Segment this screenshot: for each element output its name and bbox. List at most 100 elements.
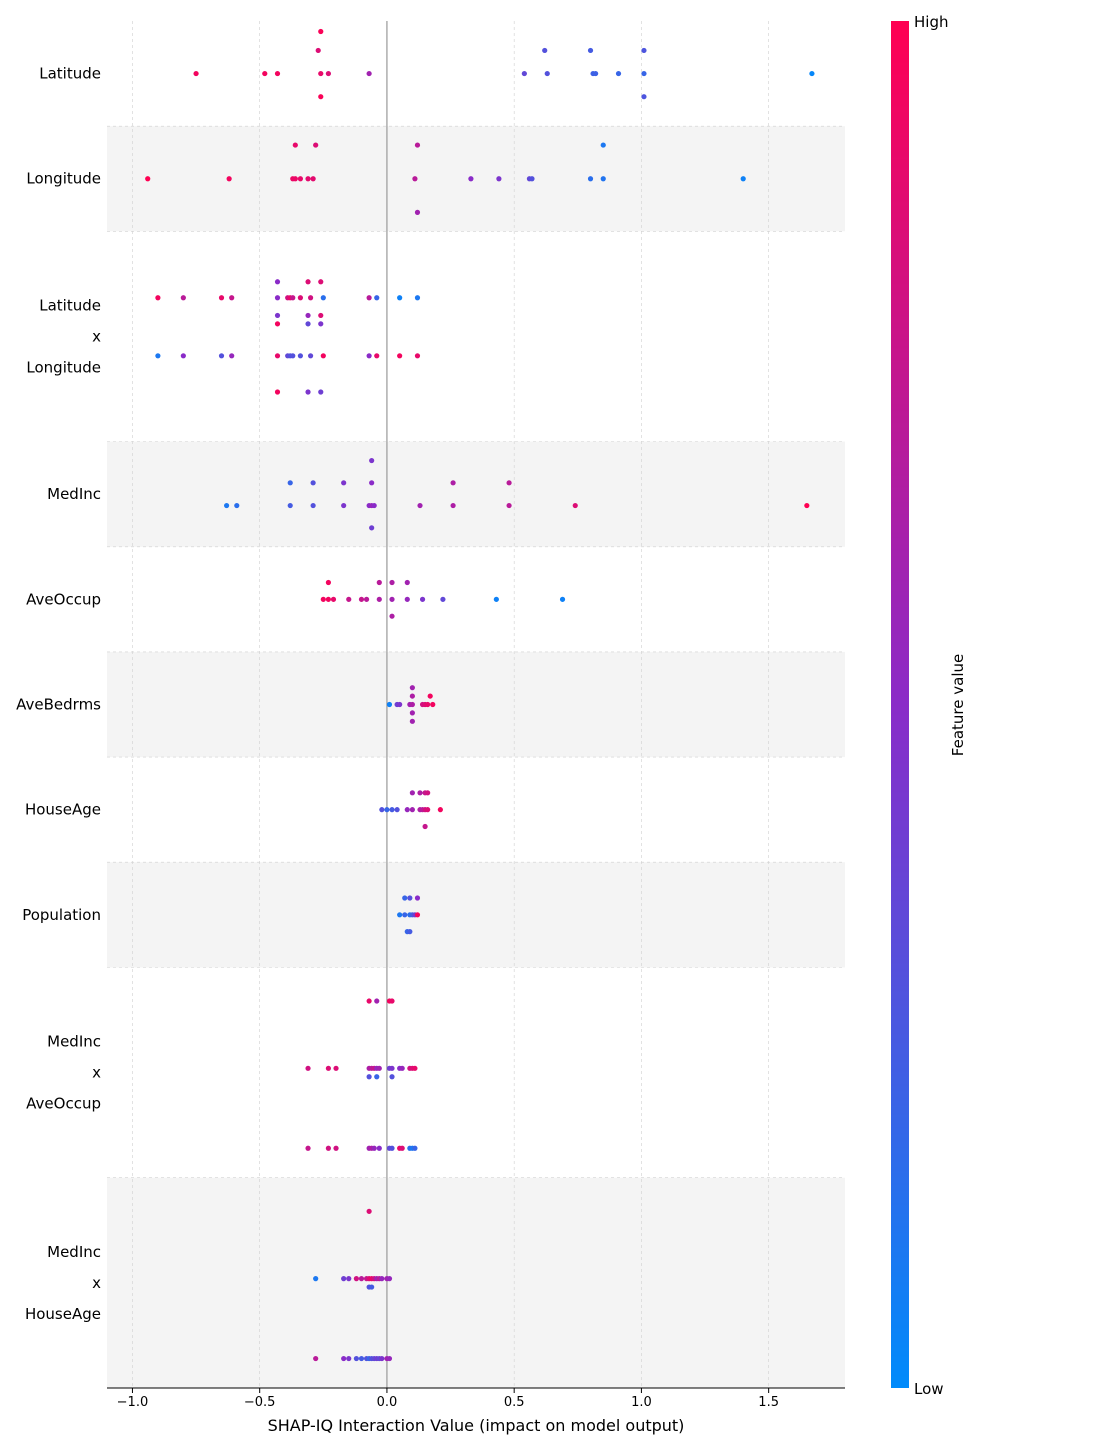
data-point bbox=[325, 1145, 331, 1151]
data-point bbox=[559, 596, 566, 602]
row-label: MedInc bbox=[47, 1033, 101, 1051]
row-label: x bbox=[92, 1274, 101, 1292]
data-point bbox=[409, 790, 415, 796]
data-point bbox=[325, 596, 331, 602]
data-point bbox=[521, 70, 527, 77]
data-point bbox=[287, 502, 293, 509]
data-point bbox=[809, 70, 815, 77]
data-point bbox=[193, 70, 199, 77]
data-point bbox=[333, 1065, 339, 1071]
data-point bbox=[404, 807, 410, 813]
data-point bbox=[320, 596, 326, 602]
row-label: Latitude bbox=[39, 296, 101, 314]
data-point bbox=[394, 807, 400, 813]
row-label: HouseAge bbox=[25, 801, 101, 819]
data-point bbox=[572, 502, 578, 509]
data-point bbox=[414, 295, 421, 301]
data-point bbox=[320, 353, 326, 359]
data-point bbox=[374, 295, 380, 301]
data-point bbox=[407, 895, 413, 901]
data-point bbox=[593, 70, 599, 77]
data-point bbox=[425, 701, 431, 708]
data-point bbox=[389, 613, 395, 619]
data-point bbox=[353, 1276, 359, 1282]
data-point bbox=[353, 1355, 359, 1362]
data-point bbox=[402, 895, 408, 901]
data-point bbox=[358, 1355, 365, 1362]
data-point bbox=[325, 70, 331, 77]
row-label: Latitude bbox=[39, 65, 101, 83]
data-point bbox=[274, 321, 281, 327]
data-point bbox=[155, 295, 161, 301]
data-point bbox=[376, 1145, 382, 1151]
data-point bbox=[389, 807, 395, 813]
data-point bbox=[292, 176, 298, 182]
data-point bbox=[379, 807, 385, 813]
data-point bbox=[145, 176, 151, 182]
data-point bbox=[412, 1065, 418, 1071]
row-band bbox=[107, 1177, 845, 1388]
row-label: AveBedrms bbox=[16, 696, 101, 714]
row-label: AveOccup bbox=[26, 1095, 101, 1113]
data-point bbox=[330, 596, 337, 602]
data-point bbox=[397, 701, 403, 708]
row-label: MedInc bbox=[47, 1243, 101, 1261]
data-point bbox=[366, 70, 372, 77]
data-point bbox=[369, 1284, 375, 1290]
data-point bbox=[274, 353, 281, 359]
x-tick-label: 1.5 bbox=[758, 1395, 779, 1410]
data-point bbox=[641, 94, 647, 100]
data-point bbox=[414, 895, 421, 901]
data-point bbox=[305, 1145, 311, 1151]
data-point bbox=[318, 279, 324, 285]
data-point bbox=[346, 596, 352, 602]
data-point bbox=[641, 70, 647, 77]
data-point bbox=[305, 321, 311, 327]
data-point bbox=[369, 457, 375, 464]
colorbar: High Low Feature value bbox=[891, 13, 967, 1398]
data-point bbox=[274, 295, 281, 301]
data-point bbox=[404, 579, 410, 586]
data-point bbox=[318, 312, 324, 319]
data-point bbox=[224, 502, 230, 509]
data-point bbox=[363, 596, 370, 602]
data-point bbox=[430, 701, 436, 708]
data-point bbox=[409, 685, 415, 691]
data-point bbox=[325, 1065, 331, 1071]
data-point bbox=[341, 480, 347, 486]
x-tick-label: 0.5 bbox=[504, 1395, 525, 1410]
row-bands bbox=[107, 126, 845, 1388]
data-point bbox=[468, 176, 474, 182]
data-point bbox=[386, 1276, 393, 1282]
data-point bbox=[313, 142, 319, 148]
data-point bbox=[529, 176, 535, 182]
row-labels: Latitude Longitude Latitude x Longitude MedIn… bbox=[16, 65, 101, 1323]
data-point bbox=[414, 353, 421, 359]
data-point bbox=[180, 353, 186, 359]
row-label: Longitude bbox=[26, 358, 101, 376]
data-point bbox=[379, 1276, 385, 1282]
data-point bbox=[310, 502, 316, 509]
row-band bbox=[107, 126, 845, 232]
data-point bbox=[600, 176, 606, 182]
data-point bbox=[587, 47, 594, 54]
data-point bbox=[318, 321, 324, 327]
row-label: AveOccup bbox=[26, 590, 101, 608]
data-point bbox=[218, 295, 225, 301]
data-point bbox=[374, 998, 380, 1004]
colorbar-low-label: Low bbox=[914, 1380, 944, 1398]
row-label: MedInc bbox=[47, 485, 101, 503]
data-point bbox=[615, 70, 622, 77]
data-point bbox=[425, 790, 431, 796]
data-point bbox=[346, 1355, 352, 1362]
data-point bbox=[412, 1145, 418, 1151]
data-point bbox=[740, 176, 746, 182]
data-point bbox=[506, 480, 512, 486]
data-point bbox=[274, 70, 281, 77]
data-point bbox=[180, 295, 186, 301]
data-point bbox=[437, 807, 443, 813]
data-point bbox=[366, 998, 372, 1004]
data-point bbox=[422, 823, 428, 830]
data-point bbox=[641, 47, 647, 54]
row-label: x bbox=[92, 327, 101, 345]
